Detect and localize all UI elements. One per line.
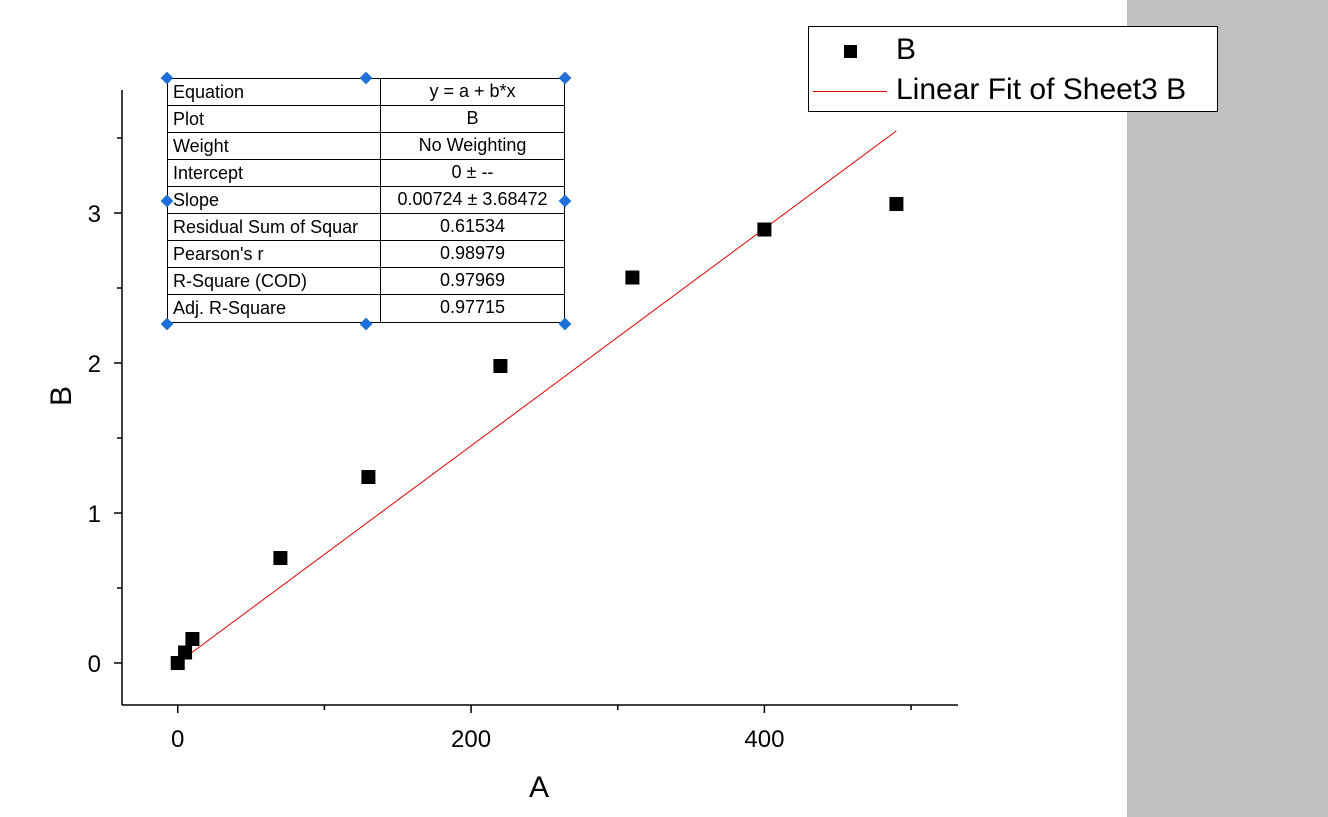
fit-table-row: R-Square (COD) 0.97969 (168, 268, 564, 295)
data-points (170, 197, 904, 670)
fit-table-row: Intercept 0 ± -- (168, 160, 564, 187)
fit-table-label: Pearson's r (168, 241, 381, 267)
legend-label: Linear Fit of Sheet3 B (896, 73, 1187, 106)
fit-table-row: Slope 0.00724 ± 3.68472 (168, 187, 564, 214)
fit-table-value: 0.98979 (439, 243, 506, 263)
y-axis-title: B (45, 386, 78, 406)
x-tick-label: 400 (744, 726, 784, 753)
data-point (889, 197, 904, 211)
fit-table-label: Slope (168, 187, 381, 213)
axes: 0 200 400 0 1 2 3 (88, 90, 958, 753)
fit-table-label: Equation (168, 79, 381, 105)
fit-table-label: Weight (168, 133, 381, 159)
legend-entry-fit: Linear Fit of Sheet3 B (809, 70, 1217, 110)
fit-table-row: Pearson's r 0.98979 (168, 241, 564, 268)
legend-label: B (896, 33, 917, 66)
data-point (185, 632, 200, 646)
fit-table-label: Plot (168, 106, 381, 132)
data-point (178, 645, 193, 660)
gray-panel (1127, 0, 1328, 817)
fit-table-value: 0.61534 (439, 216, 506, 236)
fit-line-layer (177, 130, 897, 664)
fit-table-row: Plot B (168, 106, 564, 133)
fit-table-label: Adj. R-Square (168, 295, 381, 322)
data-point (361, 470, 376, 484)
data-point (757, 222, 772, 237)
fit-table-row: Adj. R-Square 0.97715 (168, 295, 564, 322)
fit-table-value: y = a + b*x (429, 81, 516, 101)
fit-line (177, 130, 897, 664)
y-tick-label: 1 (88, 501, 101, 528)
legend[interactable]: B Linear Fit of Sheet3 B (808, 26, 1218, 112)
fit-table-row: Equation y = a + b*x (168, 79, 564, 106)
fit-table-label: R-Square (COD) (168, 268, 381, 294)
y-tick-label: 0 (88, 651, 101, 678)
fit-table-row: Residual Sum of Squar 0.61534 (168, 214, 564, 241)
fit-table-label: Intercept (168, 160, 381, 186)
fit-table-value: 0.00724 ± 3.68472 (397, 189, 548, 209)
y-tick-label: 3 (88, 201, 101, 228)
fit-table-value: 0.97715 (439, 297, 506, 317)
fit-table-value: 0.97969 (439, 270, 506, 290)
y-tick-label: 2 (88, 351, 101, 378)
fit-results-table[interactable]: Equation y = a + b*x Plot B Weight No Weighti… (167, 78, 565, 323)
x-tick-label: 0 (171, 726, 184, 753)
legend-square-marker (844, 45, 857, 58)
data-point (493, 359, 508, 373)
data-point (273, 551, 288, 565)
x-tick-label: 200 (451, 726, 491, 753)
fit-table-value: No Weighting (418, 135, 527, 155)
fit-table-value: B (466, 108, 479, 128)
fit-table-value: 0 ± -- (451, 162, 494, 182)
data-point (625, 270, 640, 285)
fit-table-row: Weight No Weighting (168, 133, 564, 160)
legend-line-marker (813, 91, 887, 92)
legend-entry-scatter: B (809, 30, 1217, 70)
x-axis-title: A (529, 771, 549, 804)
fit-table-label: Residual Sum of Squar (168, 214, 381, 240)
